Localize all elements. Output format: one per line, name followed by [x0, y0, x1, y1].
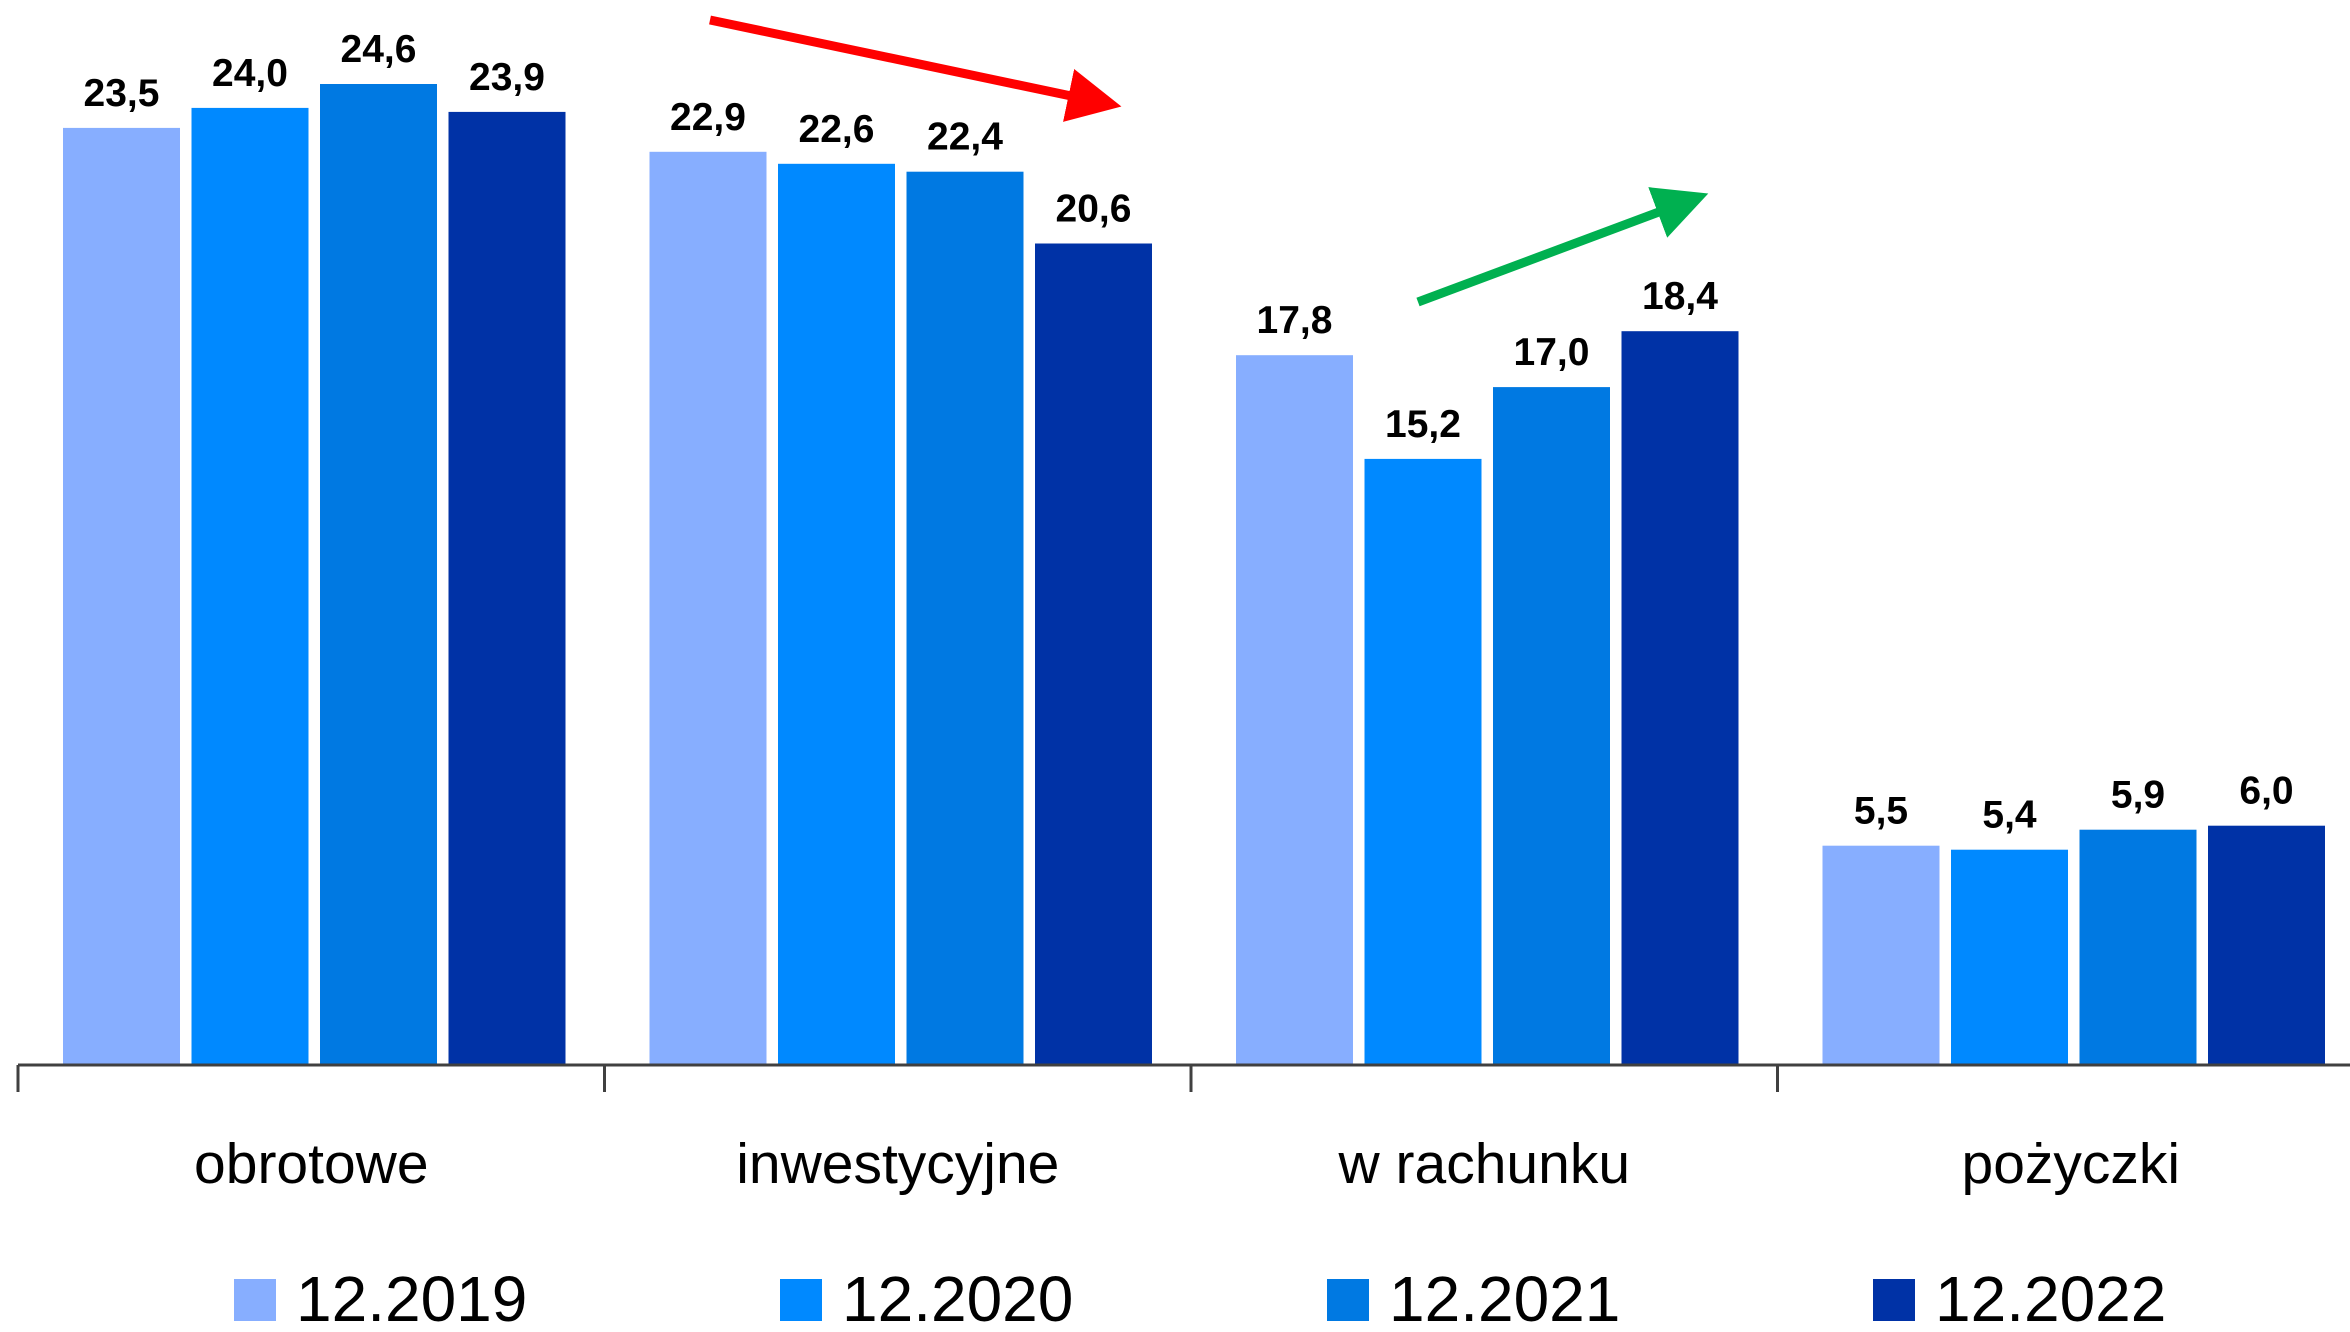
bar — [906, 171, 1024, 1065]
bar-value-label: 5,9 — [2111, 774, 2165, 817]
bar — [448, 111, 566, 1065]
increase-arrow — [1416, 187, 1709, 307]
legend-swatch — [234, 1279, 276, 1321]
legend-swatch — [1873, 1279, 1915, 1321]
bar-value-label: 6,0 — [2239, 770, 2293, 813]
bar-value-label: 18,4 — [1642, 275, 1718, 318]
category-label: w rachunku — [1338, 1132, 1631, 1196]
bar-value-label: 15,2 — [1385, 403, 1461, 446]
value-labels-layer: 23,5 24,0 24,6 23,9 22,9 22,6 22,4 20,6 17,8 15,2… — [84, 28, 2294, 837]
bar-value-label: 5,4 — [1982, 794, 2037, 837]
bar-value-label: 22,4 — [927, 116, 1003, 159]
bar-value-label: 24,6 — [341, 28, 417, 71]
bar — [63, 127, 180, 1065]
legend-label: 12.2022 — [1935, 1263, 2166, 1332]
bar — [320, 84, 437, 1065]
bar — [1621, 331, 1739, 1065]
bar — [649, 151, 767, 1066]
bar — [1364, 458, 1482, 1065]
category-label: obrotowe — [194, 1132, 429, 1196]
bar — [778, 163, 895, 1066]
x-axis: obrotowe inwestycyjne w rachunku pożyczki — [16, 1063, 2350, 1196]
bar-value-label: 24,0 — [212, 52, 288, 95]
legend: 12.2019 12.2020 12.2021 12.2022 — [234, 1263, 2166, 1332]
bar — [191, 107, 309, 1065]
decrease-arrow — [709, 15, 1122, 122]
legend-label: 12.2019 — [296, 1263, 527, 1332]
bar — [1493, 387, 1610, 1066]
bar — [1236, 355, 1353, 1065]
bar-value-label: 23,9 — [469, 56, 545, 99]
bar-value-label: 17,0 — [1514, 331, 1590, 374]
bar-value-label: 23,5 — [84, 72, 160, 115]
bar-value-label: 20,6 — [1056, 188, 1132, 231]
bar — [1951, 849, 2068, 1065]
legend-swatch — [1327, 1279, 1369, 1321]
annotations-layer — [709, 15, 1709, 307]
bar — [2208, 825, 2325, 1065]
legend-label: 12.2020 — [842, 1263, 1073, 1332]
legend-swatch — [780, 1279, 822, 1321]
bar-value-label: 22,9 — [670, 96, 746, 139]
bar — [1822, 845, 1940, 1065]
bar-value-label: 5,5 — [1854, 790, 1908, 833]
bar — [1035, 243, 1152, 1065]
bars-layer — [63, 84, 2325, 1066]
bar-value-label: 17,8 — [1257, 299, 1333, 342]
category-label: pożyczki — [1962, 1132, 2181, 1196]
bar-value-label: 22,6 — [799, 108, 875, 151]
category-label: inwestycyjne — [736, 1132, 1059, 1196]
legend-label: 12.2021 — [1389, 1263, 1620, 1332]
bar — [2079, 829, 2197, 1065]
